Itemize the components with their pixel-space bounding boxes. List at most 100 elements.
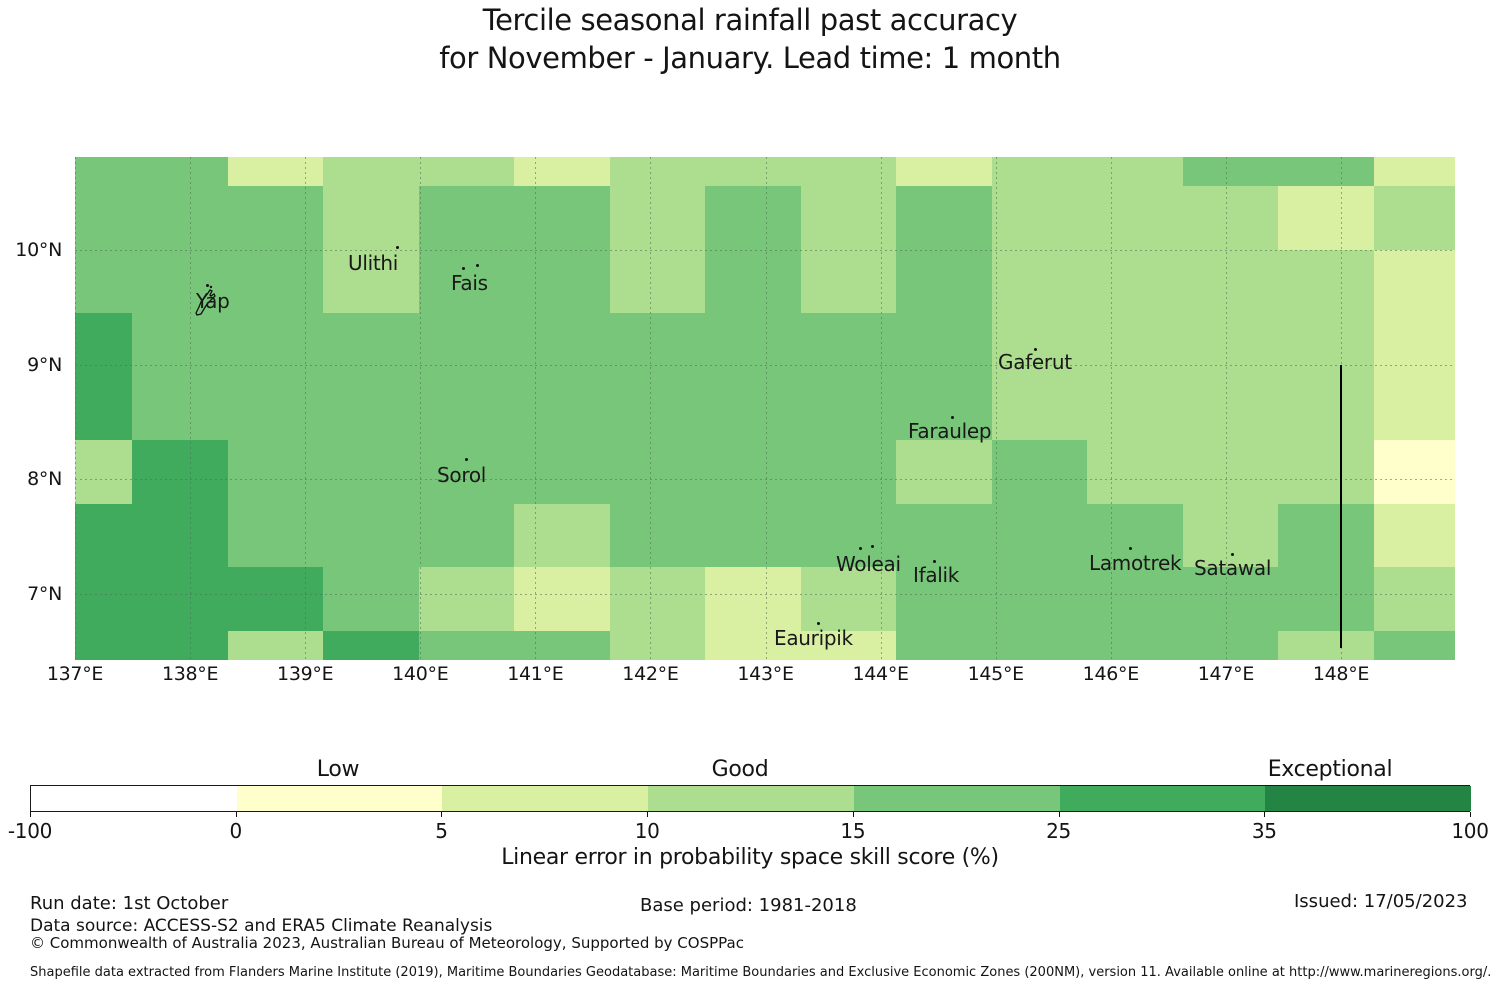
heatmap-cell (991, 630, 1087, 660)
shapefile-credit-text: Shapefile data extracted from Flanders M… (30, 965, 1492, 980)
meridian-gridline (535, 157, 537, 660)
heatmap-cell (418, 503, 514, 567)
heatmap-cell (514, 249, 610, 313)
heatmap-cell (1373, 376, 1455, 440)
heatmap-cell (1087, 376, 1183, 440)
heatmap-cell (800, 313, 896, 377)
heatmap-cell (609, 440, 705, 504)
heatmap-cell (1182, 186, 1278, 250)
heatmap-cell (75, 440, 132, 504)
heatmap-cell (705, 630, 801, 660)
parallel-gridline (75, 364, 1455, 366)
heatmap-cell (75, 630, 132, 660)
longitude-tick-label: 147°E (1197, 663, 1255, 685)
longitude-tick-label: 144°E (852, 663, 909, 685)
heatmap-cell (1373, 503, 1455, 567)
heatmap-cell (609, 157, 705, 186)
colorbar-tick (1264, 812, 1266, 817)
heatmap-cell (896, 630, 992, 660)
heatmap-cell (418, 313, 514, 377)
heatmap-cell (991, 503, 1087, 567)
island-label: Fais (451, 271, 488, 295)
parallel-gridline (75, 479, 1455, 480)
heatmap-cell (896, 567, 992, 631)
island-dot (396, 246, 399, 249)
heatmap-cell (705, 440, 801, 504)
island-dot (817, 622, 820, 625)
heatmap-cell (132, 186, 228, 250)
parallel-gridline (75, 250, 1455, 251)
heatmap-cell (609, 249, 705, 313)
heatmap-cell (1087, 567, 1183, 631)
heatmap-cell (418, 630, 514, 660)
heatmap-cell (75, 249, 132, 313)
island-label: Woleai (836, 552, 901, 576)
heatmap-cell (609, 567, 705, 631)
heatmap-cell (514, 186, 610, 250)
heatmap-cell (896, 440, 992, 504)
heatmap-cell (800, 157, 896, 186)
heatmap-cell (991, 567, 1087, 631)
yap-island-shape (195, 285, 216, 316)
heatmap-cell (800, 630, 896, 660)
heatmap-cell (705, 157, 801, 186)
island-dot (476, 264, 479, 267)
heatmap-cell (705, 376, 801, 440)
colorbar-tick-label: 0 (229, 819, 242, 843)
heatmap-cell (609, 630, 705, 660)
skill-score-map: Yap Ulithi Fais Sorol Gaferut Faraulep Woleai I… (75, 157, 1455, 660)
colorbar-tick-label: -100 (7, 819, 53, 843)
heatmap-cell (1182, 313, 1278, 377)
heatmap-cell (991, 376, 1087, 440)
heatmap-cell (991, 186, 1087, 250)
heatmap-cell (705, 567, 801, 631)
heatmap-cell (227, 630, 323, 660)
heatmap-cell (323, 503, 419, 567)
colorbar-segment (1059, 786, 1266, 811)
heatmap-cell (418, 186, 514, 250)
parallel-gridline (75, 594, 1455, 595)
heatmap-cell (323, 376, 419, 440)
heatmap-cell (514, 503, 610, 567)
heatmap-cell (1373, 567, 1455, 631)
colorbar-tick (30, 812, 31, 817)
heatmap-cell (418, 376, 514, 440)
heatmap-cell (1278, 249, 1374, 313)
heatmap-cell (800, 503, 896, 567)
island-dot (1129, 547, 1132, 550)
colorbar-tick-label: 15 (840, 819, 866, 843)
meridian-gridline (1110, 157, 1112, 660)
meridian-gridline (995, 157, 997, 660)
heatmap-cell (1278, 567, 1374, 631)
latitude-tick-label: 8°N (27, 468, 62, 490)
heatmap-cell (418, 567, 514, 631)
chart-title-line2: for November - January. Lead time: 1 mon… (439, 41, 1061, 75)
longitude-tick-label: 141°E (507, 663, 564, 685)
copyright-text: © Commonwealth of Australia 2023, Austra… (30, 934, 744, 952)
heatmap-cell (896, 157, 992, 186)
heatmap-cell (991, 249, 1087, 313)
island-dot (206, 284, 209, 287)
heatmap-cell (132, 503, 228, 567)
island-label: Satawal (1194, 556, 1272, 580)
heatmap-cell (1087, 249, 1183, 313)
base-period-text: Base period: 1981-2018 (640, 895, 857, 916)
heatmap-cell (609, 313, 705, 377)
heatmap-cell (800, 186, 896, 250)
heatmap-cell (1182, 630, 1278, 660)
heatmap-cell (323, 567, 419, 631)
heatmap-cell (800, 567, 896, 631)
heatmap-cell (227, 503, 323, 567)
heatmap-cell (227, 567, 323, 631)
colorbar-segment (442, 786, 649, 811)
island-label: Lamotrek (1089, 551, 1182, 575)
colorbar-tick-label: 25 (1046, 819, 1071, 843)
heatmap-cell (1373, 313, 1455, 377)
heatmap-cell (514, 157, 610, 186)
heatmap-cell (800, 249, 896, 313)
heatmap-cell (1278, 630, 1374, 660)
heatmap-cell (1278, 376, 1374, 440)
latitude-tick-label: 9°N (27, 353, 62, 376)
heatmap-cell (1182, 249, 1278, 313)
issued-date-text: Issued: 17/05/2023 (1294, 891, 1468, 912)
